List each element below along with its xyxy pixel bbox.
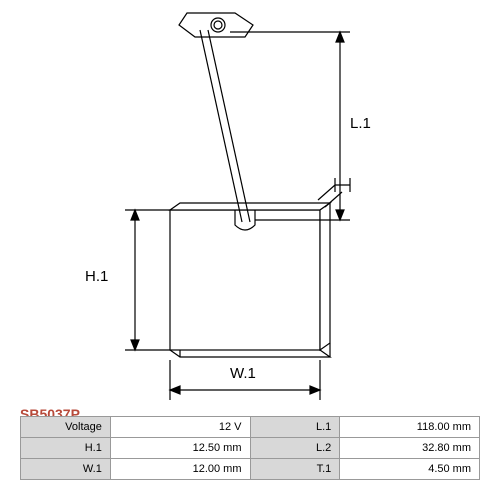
spec-label: W.1 xyxy=(21,459,111,480)
spec-value: 12.00 mm xyxy=(110,459,250,480)
spec-label: T.1 xyxy=(250,459,340,480)
technical-drawing: H.1 W.1 L.1 xyxy=(20,10,480,410)
dim-label-h1: H.1 xyxy=(85,268,108,285)
spec-value: 12 V xyxy=(110,417,250,438)
spec-value: 32.80 mm xyxy=(340,438,480,459)
spec-value: 4.50 mm xyxy=(340,459,480,480)
dim-label-w1: W.1 xyxy=(230,365,256,382)
spec-label: Voltage xyxy=(21,417,111,438)
table-row: Voltage 12 V L.1 118.00 mm xyxy=(21,417,480,438)
dim-label-l1: L.1 xyxy=(350,115,371,132)
spec-label: L.1 xyxy=(250,417,340,438)
drawing-svg xyxy=(20,10,480,410)
spec-label: H.1 xyxy=(21,438,111,459)
spec-label: L.2 xyxy=(250,438,340,459)
spec-value: 12.50 mm xyxy=(110,438,250,459)
table-row: H.1 12.50 mm L.2 32.80 mm xyxy=(21,438,480,459)
table-row: W.1 12.00 mm T.1 4.50 mm xyxy=(21,459,480,480)
spec-value: 118.00 mm xyxy=(340,417,480,438)
spec-table: Voltage 12 V L.1 118.00 mm H.1 12.50 mm … xyxy=(20,416,480,480)
